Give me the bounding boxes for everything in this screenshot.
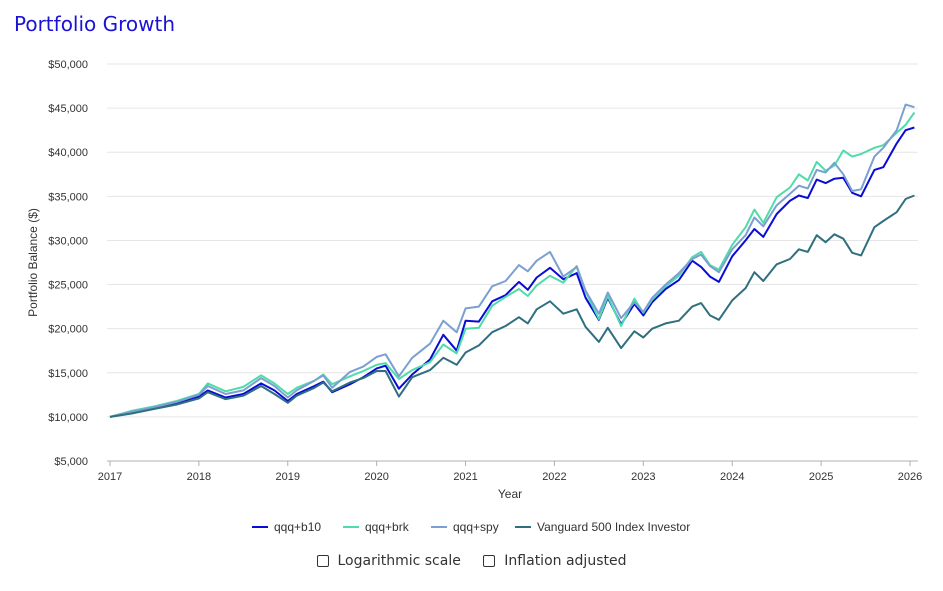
y-tick-label: $25,000 [48, 280, 88, 292]
legend: qqq+b10 qqq+brk qqq+spy Vanguard 500 Index … [252, 520, 690, 534]
inflation-checkbox[interactable] [483, 555, 496, 567]
legend-label: Vanguard 500 Index Investor [537, 520, 690, 534]
y-tick-label: $15,000 [48, 368, 88, 380]
log-scale-toggle[interactable]: Logarithmic scale [316, 553, 461, 569]
legend-item[interactable]: qqq+spy [431, 520, 499, 534]
legend-label: qqq+spy [453, 520, 499, 534]
series-line-qqq-brk [109, 111, 916, 418]
series-line-qqq-b10 [109, 126, 915, 418]
x-tick-label: 2020 [364, 471, 388, 483]
x-tick-label: 2025 [809, 471, 833, 483]
y-tick-label: $10,000 [48, 412, 88, 424]
legend-item[interactable]: qqq+b10 [252, 520, 321, 534]
inflation-label: Inflation adjusted [504, 553, 627, 569]
log-scale-label: Logarithmic scale [337, 553, 461, 569]
y-grid [107, 63, 918, 462]
chart-options: Logarithmic scale Inflation adjusted [0, 553, 943, 571]
legend-label: qqq+b10 [274, 520, 321, 534]
x-axis-label: Year [498, 487, 522, 501]
x-axis: 2017 2018 2019 2020 2021 2022 2023 2024 2025 2026 [98, 460, 922, 483]
series-line-qqq-spy [109, 103, 915, 418]
legend-label: qqq+brk [365, 520, 410, 534]
log-scale-checkbox[interactable] [316, 555, 329, 567]
x-tick-label: 2021 [453, 471, 477, 483]
y-tick-label: $45,000 [48, 103, 88, 115]
x-tick-label: 2019 [276, 471, 300, 483]
inflation-toggle[interactable]: Inflation adjusted [483, 553, 626, 569]
x-tick-label: 2022 [542, 471, 566, 483]
legend-item[interactable]: Vanguard 500 Index Investor [515, 520, 690, 534]
y-tick-label: $35,000 [48, 191, 88, 203]
y-axis-label: Portfolio Balance ($) [26, 208, 40, 317]
series-line-vanguard-500-index-investor [109, 194, 915, 418]
portfolio-growth-chart: $5,000 $10,000 $15,000 $20,000 $25,000 $30,00… [26, 59, 922, 534]
page-title: Portfolio Growth [14, 12, 176, 36]
y-tick-label: $30,000 [48, 235, 88, 247]
x-tick-label: 2026 [898, 471, 922, 483]
y-axis-ticks: $5,000 $10,000 $15,000 $20,000 $25,000 $30,00… [48, 59, 88, 468]
y-tick-label: $5,000 [54, 456, 88, 468]
y-tick-label: $40,000 [48, 147, 88, 159]
x-tick-label: 2023 [631, 471, 655, 483]
legend-item[interactable]: qqq+brk [343, 520, 410, 534]
series-lines [109, 103, 916, 418]
x-tick-label: 2024 [720, 471, 744, 483]
y-tick-label: $50,000 [48, 59, 88, 71]
y-tick-label: $20,000 [48, 324, 88, 336]
x-tick-label: 2018 [187, 471, 211, 483]
x-tick-label: 2017 [98, 471, 122, 483]
